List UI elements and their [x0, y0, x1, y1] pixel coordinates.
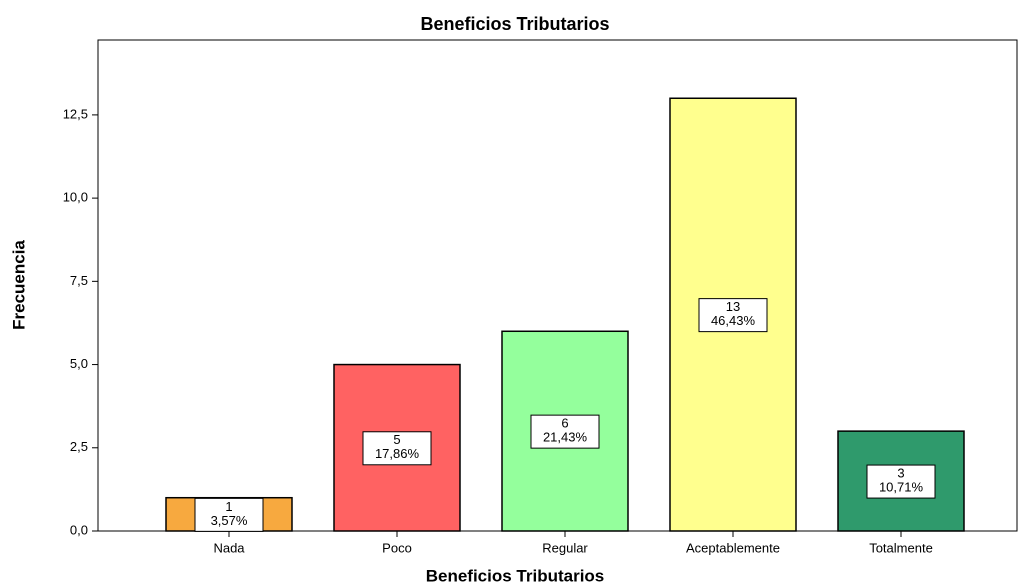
- y-tick-label: 2,5: [70, 439, 88, 454]
- y-tick-label: 0,0: [70, 522, 88, 537]
- data-label-box: [362, 431, 432, 466]
- percent-label: 10,71%: [879, 480, 924, 495]
- data-label-box: [530, 414, 600, 449]
- percent-label: 17,86%: [375, 446, 420, 461]
- y-tick-label: 5,0: [70, 356, 88, 371]
- data-label: 1: [225, 499, 232, 514]
- y-tick-label: 12,5: [63, 106, 88, 121]
- data-label: 13: [726, 299, 740, 314]
- x-tick-label: Nada: [213, 540, 245, 555]
- data-label-box: [698, 298, 768, 333]
- x-axis-title: Beneficios Tributarios: [426, 566, 605, 585]
- data-label: 5: [393, 432, 400, 447]
- y-axis-title: Frecuencia: [9, 240, 28, 330]
- data-label: 3: [897, 466, 904, 481]
- data-label-box: [194, 497, 264, 532]
- x-tick-label: Aceptablemente: [686, 540, 780, 555]
- y-tick-label: 7,5: [70, 273, 88, 288]
- chart-title: Beneficios Tributarios: [420, 14, 609, 34]
- percent-label: 21,43%: [543, 430, 588, 445]
- data-label: 6: [561, 416, 568, 431]
- percent-label: 3,57%: [211, 513, 248, 528]
- x-tick-label: Poco: [382, 540, 412, 555]
- y-tick-label: 10,0: [63, 190, 88, 205]
- percent-label: 46,43%: [711, 313, 756, 328]
- data-label-box: [866, 464, 936, 499]
- x-tick-label: Totalmente: [869, 540, 933, 555]
- x-tick-label: Regular: [542, 540, 588, 555]
